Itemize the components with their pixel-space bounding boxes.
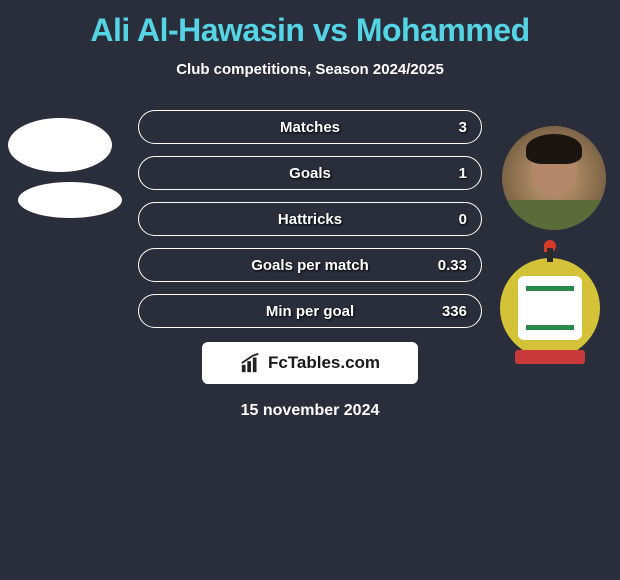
player-right-avatar <box>502 126 606 230</box>
stat-label: Goals <box>289 165 331 182</box>
stat-label: Goals per match <box>251 257 369 274</box>
stat-value-right: 0.33 <box>438 257 467 274</box>
club-left-crest <box>18 182 122 218</box>
subtitle: Club competitions, Season 2024/2025 <box>0 61 620 78</box>
club-right-crest <box>500 258 600 358</box>
watermark-text: FcTables.com <box>268 353 380 373</box>
page-title: Ali Al-Hawasin vs Mohammed <box>0 0 620 49</box>
date-text: 15 november 2024 <box>0 402 620 420</box>
stat-label: Min per goal <box>266 303 354 320</box>
stat-label: Hattricks <box>278 211 342 228</box>
stat-value-right: 3 <box>459 119 467 136</box>
stat-value-right: 1 <box>459 165 467 182</box>
comparison-panel: Matches 3 Goals 1 Hattricks 0 Goals per … <box>0 110 620 420</box>
player-left-avatar <box>8 118 112 172</box>
stat-value-right: 0 <box>459 211 467 228</box>
stat-bars: Matches 3 Goals 1 Hattricks 0 Goals per … <box>138 110 482 328</box>
stat-value-right: 336 <box>442 303 467 320</box>
stat-bar-hattricks: Hattricks 0 <box>138 202 482 236</box>
stat-label: Matches <box>280 119 340 136</box>
watermark-badge: FcTables.com <box>202 342 418 384</box>
stat-bar-min-per-goal: Min per goal 336 <box>138 294 482 328</box>
bar-chart-icon <box>240 352 262 374</box>
stat-bar-goals: Goals 1 <box>138 156 482 190</box>
stat-bar-matches: Matches 3 <box>138 110 482 144</box>
stat-bar-goals-per-match: Goals per match 0.33 <box>138 248 482 282</box>
